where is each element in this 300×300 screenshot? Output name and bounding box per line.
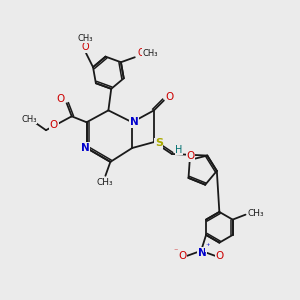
- Text: O: O: [216, 251, 224, 261]
- Text: O: O: [166, 92, 174, 103]
- Text: O: O: [138, 48, 146, 58]
- Text: N: N: [198, 248, 206, 258]
- Text: CH₃: CH₃: [21, 115, 37, 124]
- Text: O: O: [187, 151, 195, 161]
- Text: N: N: [130, 117, 139, 127]
- Text: O: O: [178, 251, 186, 261]
- Text: N: N: [130, 117, 139, 127]
- Text: CH₃: CH₃: [77, 34, 93, 43]
- Text: ⁺: ⁺: [206, 242, 210, 251]
- Text: CH₃: CH₃: [143, 49, 158, 58]
- Text: ⁻: ⁻: [173, 246, 178, 255]
- Text: O: O: [81, 42, 89, 52]
- Text: O: O: [57, 94, 65, 104]
- Text: N: N: [81, 143, 90, 153]
- Text: S: S: [155, 139, 163, 149]
- Text: O: O: [166, 92, 174, 103]
- Text: H: H: [175, 145, 182, 155]
- Text: N: N: [81, 143, 90, 153]
- Text: O: O: [187, 151, 195, 161]
- Text: O: O: [50, 120, 58, 130]
- Text: CH₃: CH₃: [96, 178, 113, 187]
- Text: S: S: [155, 138, 163, 148]
- Text: CH₃: CH₃: [247, 209, 264, 218]
- Text: H: H: [175, 145, 182, 155]
